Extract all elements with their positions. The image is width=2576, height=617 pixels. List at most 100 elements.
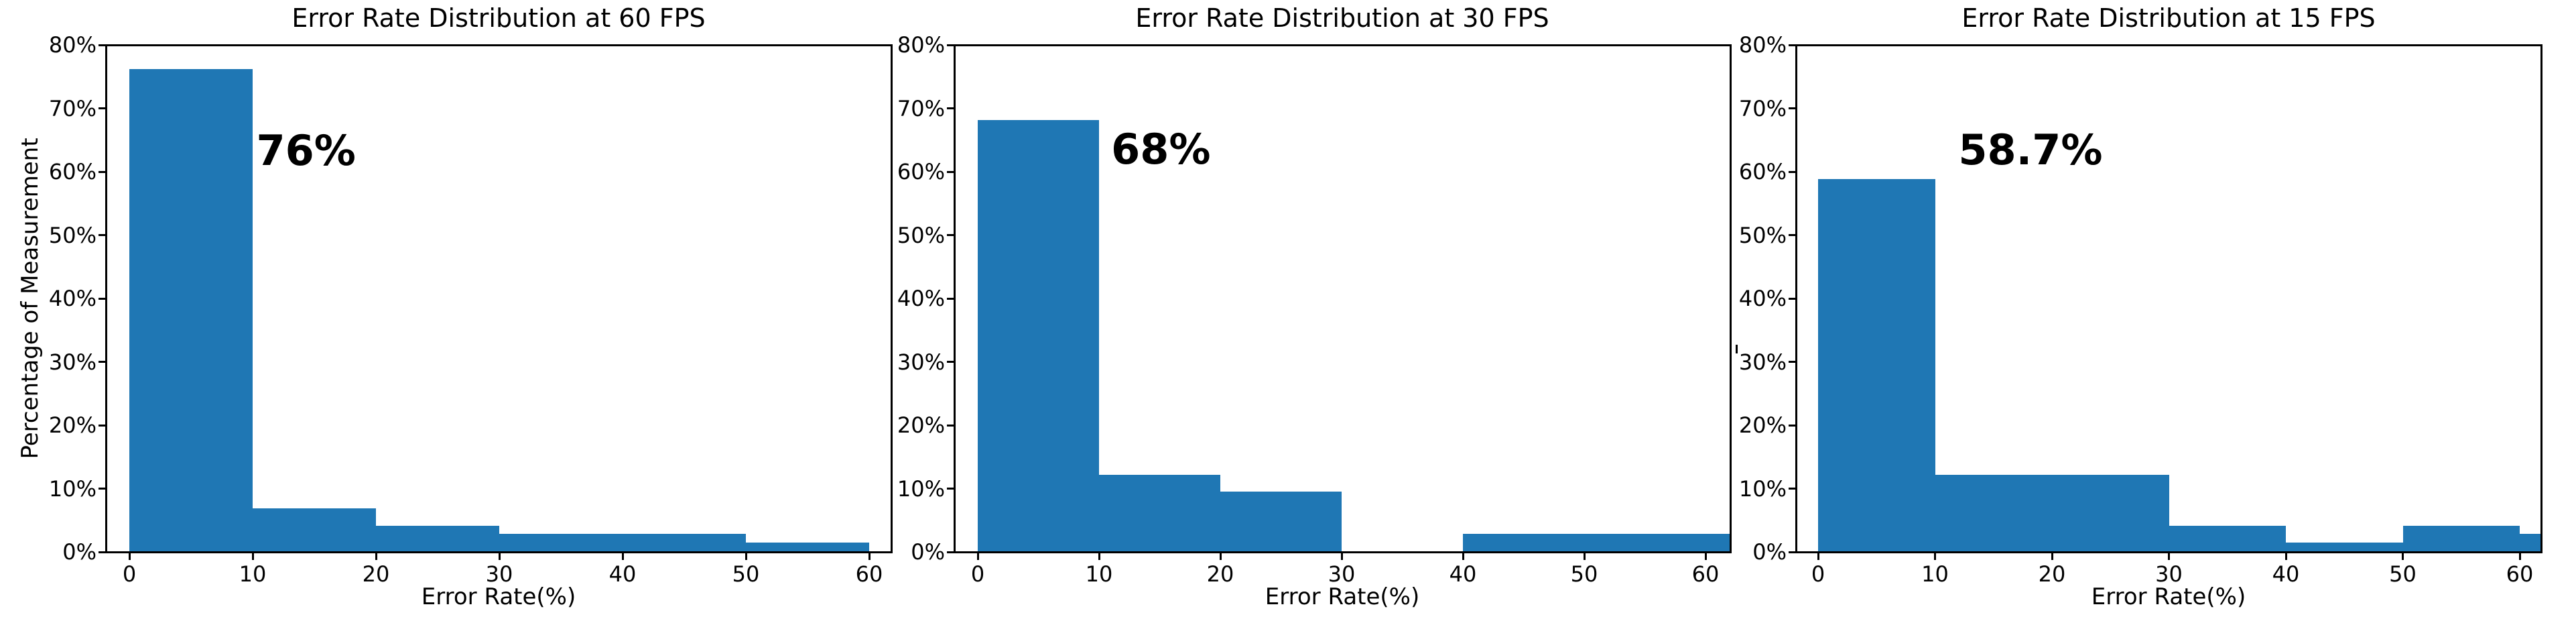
plot-area: [953, 44, 1732, 553]
plot-area: [1795, 44, 2542, 553]
x-tick-mark: [1583, 553, 1586, 560]
histogram-bar: [1935, 475, 2052, 551]
histogram-bar: [1818, 178, 1935, 551]
y-tick-label: 50%: [1738, 222, 1787, 248]
x-tick-mark: [745, 553, 747, 560]
y-tick-label: 30%: [897, 349, 945, 375]
y-tick-label: 40%: [48, 286, 96, 311]
x-tick-mark: [128, 553, 131, 560]
histogram-bar: [376, 525, 499, 551]
histogram-bar: [2520, 534, 2540, 551]
x-tick-mark: [2402, 553, 2404, 560]
x-tick-mark: [868, 553, 871, 560]
y-tick-label: 0%: [62, 539, 96, 565]
x-tick-mark: [1934, 553, 1936, 560]
x-tick-mark: [2284, 553, 2287, 560]
y-tick-mark: [98, 488, 105, 490]
histogram-bar: [978, 119, 1099, 551]
x-tick-label: 30: [485, 561, 513, 587]
x-tick-mark: [375, 553, 377, 560]
bar-value-annotation: 76%: [256, 125, 356, 175]
y-tick-label: 70%: [48, 95, 96, 121]
y-tick-mark: [98, 424, 105, 427]
x-tick-label: 30: [2155, 561, 2183, 587]
y-tick-label: 80%: [48, 32, 96, 58]
x-tick-mark: [1462, 553, 1464, 560]
y-tick-mark: [98, 551, 105, 553]
y-tick-mark: [1788, 234, 1795, 236]
y-tick-mark: [946, 424, 954, 427]
histogram-bar: [1099, 475, 1220, 551]
x-tick-mark: [1098, 553, 1100, 560]
x-tick-label: 50: [2389, 561, 2417, 587]
y-tick-label: 20%: [897, 412, 945, 438]
plot-area: [105, 44, 893, 553]
y-tick-label: 70%: [897, 95, 945, 121]
x-tick-label: 40: [608, 561, 637, 587]
y-tick-label: 50%: [48, 222, 96, 248]
x-tick-label: 40: [1449, 561, 1477, 587]
x-tick-label: 50: [732, 561, 760, 587]
x-tick-mark: [251, 553, 254, 560]
y-tick-mark: [946, 361, 954, 363]
x-tick-label: 60: [1691, 561, 1720, 587]
y-tick-label: 0%: [1752, 539, 1787, 565]
y-tick-mark: [98, 170, 105, 173]
bar-value-annotation: 58.7%: [1958, 125, 2103, 174]
y-tick-mark: [946, 44, 954, 46]
y-tick-mark: [1788, 297, 1795, 300]
x-tick-label: 20: [2038, 561, 2066, 587]
histogram-bar: [1220, 492, 1342, 551]
y-tick-label: 60%: [897, 159, 945, 184]
y-tick-mark: [946, 488, 954, 490]
histogram-bar: [746, 542, 869, 551]
x-axis-label: Error Rate(%): [2091, 583, 2246, 610]
x-tick-label: 0: [970, 561, 985, 587]
y-tick-mark: [946, 170, 954, 173]
histogram-bar: [623, 534, 746, 551]
histogram-bar: [129, 69, 253, 551]
y-tick-mark: [1788, 361, 1795, 363]
x-tick-mark: [976, 553, 979, 560]
x-tick-label: 0: [1811, 561, 1825, 587]
y-tick-mark: [946, 551, 954, 553]
x-tick-mark: [498, 553, 501, 560]
histogram-bar: [1463, 534, 1584, 551]
y-tick-mark: [946, 297, 954, 300]
histogram-bar: [499, 534, 623, 551]
x-tick-label: 10: [1085, 561, 1113, 587]
y-tick-label: 70%: [1738, 95, 1787, 121]
y-tick-label: 30%: [1738, 349, 1787, 375]
x-tick-label: 60: [855, 561, 883, 587]
x-tick-label: 50: [1570, 561, 1598, 587]
histogram-bar: [2169, 525, 2286, 551]
y-tick-label: 60%: [48, 159, 96, 184]
y-tick-label: 0%: [911, 539, 945, 565]
y-tick-mark: [1788, 44, 1795, 46]
x-axis-label: Error Rate(%): [421, 583, 576, 610]
x-tick-label: 40: [2272, 561, 2300, 587]
bar-value-annotation: 68%: [1111, 124, 1211, 174]
x-axis-label: Error Rate(%): [1265, 583, 1420, 610]
x-tick-label: 20: [1206, 561, 1234, 587]
plot-title: Error Rate Distribution at 60 FPS: [292, 3, 706, 33]
y-tick-mark: [1788, 424, 1795, 427]
y-tick-label: 60%: [1738, 159, 1787, 184]
x-tick-mark: [1219, 553, 1222, 560]
y-tick-mark: [98, 234, 105, 236]
histogram-bar: [2286, 542, 2403, 551]
histogram-bar: [253, 508, 376, 551]
stray-tick-artifact: [1736, 345, 1738, 353]
y-tick-label: 20%: [48, 412, 96, 438]
histogram-bar: [2052, 475, 2169, 551]
y-tick-mark: [946, 107, 954, 109]
x-tick-mark: [2168, 553, 2170, 560]
y-tick-mark: [1788, 170, 1795, 173]
y-tick-mark: [1788, 551, 1795, 553]
y-tick-label: 40%: [897, 286, 945, 311]
x-tick-label: 10: [1921, 561, 1949, 587]
x-tick-label: 60: [2506, 561, 2534, 587]
y-tick-label: 80%: [897, 32, 945, 58]
x-tick-mark: [1704, 553, 1707, 560]
